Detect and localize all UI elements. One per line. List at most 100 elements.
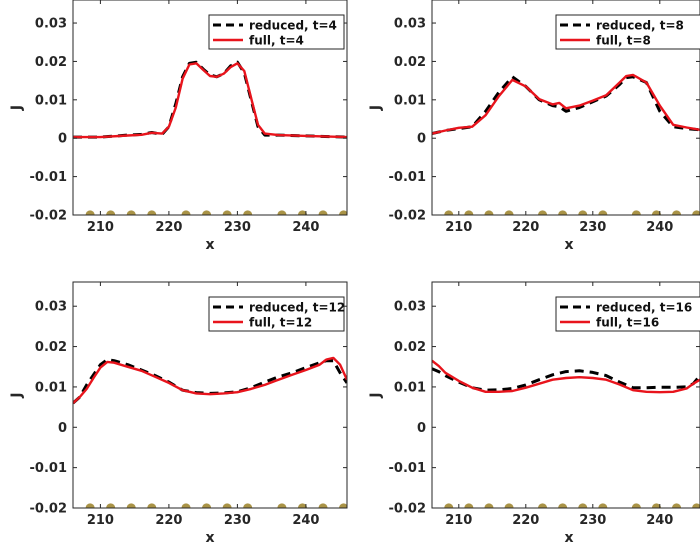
y-tick-label: 0.02 bbox=[394, 340, 426, 355]
y-tick-label: -0.01 bbox=[30, 170, 67, 185]
node-marker bbox=[651, 503, 662, 508]
chart-panel-2: 0.03 0.02 0.01 0 -0.01 -0.02 210 220 230 240 x Jred… bbox=[368, 0, 700, 253]
axes-frame bbox=[431, 0, 700, 216]
node-marker bbox=[464, 210, 474, 215]
node-marker bbox=[338, 210, 347, 215]
node-marker bbox=[126, 503, 136, 508]
legend-label-full: full, t=12 bbox=[249, 316, 312, 330]
node-marker bbox=[243, 210, 253, 215]
x-tick-label: 230 bbox=[224, 220, 251, 235]
node-marker bbox=[504, 210, 514, 215]
node-marker bbox=[558, 503, 568, 508]
y-tick-label: 0.01 bbox=[394, 380, 426, 395]
legend-label-full: full, t=8 bbox=[596, 34, 651, 48]
y-tick-label: 0.01 bbox=[35, 93, 67, 108]
node-marker bbox=[631, 210, 641, 215]
node-marker bbox=[201, 210, 212, 215]
node-marker bbox=[558, 210, 568, 215]
node-marker bbox=[106, 503, 116, 508]
series-line-full bbox=[432, 359, 700, 394]
y-tick-label: 0 bbox=[417, 421, 426, 436]
x-tick-label: 220 bbox=[512, 220, 539, 235]
y-tick-label: -0.01 bbox=[30, 461, 67, 476]
series-line-full bbox=[432, 73, 700, 135]
node-marker bbox=[85, 210, 95, 215]
node-marker bbox=[484, 210, 494, 215]
y-axis-label: J bbox=[368, 105, 384, 111]
x-tick-label: 220 bbox=[512, 513, 539, 528]
y-tick-label: 0.01 bbox=[35, 380, 67, 395]
y-tick-label: 0.03 bbox=[394, 17, 426, 32]
x-tick-label: 210 bbox=[445, 220, 472, 235]
x-axis-label: x bbox=[205, 530, 214, 546]
node-marker bbox=[277, 210, 287, 215]
chart-panel-4: 0.03 0.02 0.01 0 -0.01 -0.02 210 220 230 240 x Jred… bbox=[368, 281, 700, 546]
x-axis-label: x bbox=[205, 237, 214, 253]
node-marker bbox=[651, 210, 662, 215]
y-axis-label: J bbox=[9, 105, 25, 111]
y-tick-label: -0.02 bbox=[30, 209, 67, 224]
y-tick-label: 0.02 bbox=[35, 55, 67, 70]
legend-box bbox=[555, 14, 700, 50]
y-tick-label: 0 bbox=[58, 132, 67, 147]
node-marker bbox=[598, 503, 608, 508]
node-marker bbox=[338, 503, 347, 508]
y-tick-label: -0.01 bbox=[389, 170, 426, 185]
legend-label-reduced: reduced, t=16 bbox=[596, 301, 692, 315]
node-marker bbox=[484, 503, 494, 508]
y-axis-label: J bbox=[368, 392, 384, 398]
node-marker bbox=[222, 503, 232, 508]
node-marker bbox=[181, 210, 191, 215]
node-marker bbox=[631, 503, 641, 508]
axes-frame bbox=[72, 281, 348, 509]
series-line-full bbox=[73, 356, 347, 404]
y-tick-label: 0.02 bbox=[35, 340, 67, 355]
legend-label-full: full, t=4 bbox=[249, 34, 304, 48]
y-tick-label: 0.01 bbox=[394, 93, 426, 108]
y-tick-label: 0 bbox=[58, 421, 67, 436]
node-marker bbox=[243, 503, 253, 508]
node-marker bbox=[147, 210, 157, 215]
x-tick-label: 230 bbox=[579, 513, 606, 528]
legend-box bbox=[208, 296, 345, 332]
node-marker bbox=[277, 503, 287, 508]
axes-frame bbox=[72, 0, 348, 216]
node-marker bbox=[222, 210, 232, 215]
y-tick-label: 0.02 bbox=[394, 55, 426, 70]
node-marker bbox=[464, 503, 474, 508]
node-marker bbox=[578, 503, 588, 508]
node-marker bbox=[318, 503, 328, 508]
legend-box bbox=[555, 296, 700, 332]
node-marker bbox=[106, 210, 116, 215]
node-marker bbox=[181, 503, 191, 508]
node-marker bbox=[692, 210, 700, 215]
x-tick-label: 210 bbox=[87, 220, 114, 235]
x-tick-label: 240 bbox=[646, 513, 673, 528]
y-tick-label: -0.01 bbox=[389, 461, 426, 476]
node-marker bbox=[671, 210, 682, 215]
axes-frame bbox=[431, 281, 700, 509]
node-marker bbox=[537, 210, 548, 215]
legend-label-reduced: reduced, t=4 bbox=[249, 19, 337, 33]
x-tick-label: 240 bbox=[646, 220, 673, 235]
x-tick-label: 240 bbox=[292, 513, 319, 528]
node-marker bbox=[147, 503, 157, 508]
y-tick-label: -0.02 bbox=[389, 502, 426, 517]
node-marker bbox=[444, 210, 454, 215]
series-line-reduced bbox=[432, 367, 700, 392]
node-marker bbox=[318, 210, 328, 215]
x-tick-label: 220 bbox=[155, 220, 182, 235]
node-marker bbox=[201, 503, 212, 508]
y-axis-label: J bbox=[9, 392, 25, 398]
x-tick-label: 230 bbox=[579, 220, 606, 235]
node-marker bbox=[297, 210, 308, 215]
x-tick-label: 210 bbox=[445, 513, 472, 528]
x-axis-label: x bbox=[564, 237, 573, 253]
x-tick-label: 210 bbox=[87, 513, 114, 528]
chart-panel-3: 0.03 0.02 0.01 0 -0.01 -0.02 210 220 230 240 x Jred… bbox=[9, 281, 348, 546]
series-line-full bbox=[73, 62, 347, 139]
